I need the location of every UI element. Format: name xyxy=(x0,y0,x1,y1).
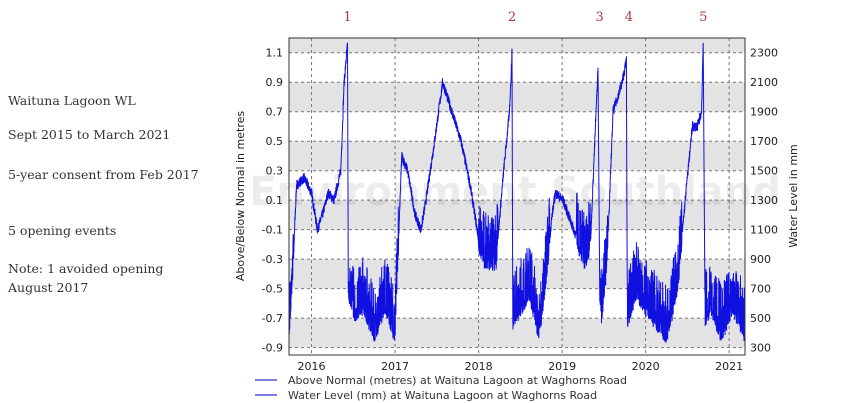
y-tick-label: 0.5 xyxy=(266,135,284,148)
y-tick-label: -0.5 xyxy=(262,283,283,296)
y-tick-label: 0.7 xyxy=(266,106,284,119)
gray-band xyxy=(289,82,745,112)
y-tick-label: 0.3 xyxy=(266,165,284,178)
y2-tick-label: 1100 xyxy=(750,224,778,237)
x-tick-label: 2019 xyxy=(548,360,576,373)
note-avoided-date: August 2017 xyxy=(8,280,89,295)
x-tick-label: 2018 xyxy=(465,360,493,373)
gray-band xyxy=(289,200,745,230)
x-tick-label: 2017 xyxy=(381,360,409,373)
y2-axis-label: Water Level in mm xyxy=(787,144,800,248)
event-marker-3: 3 xyxy=(596,10,604,25)
legend-label-above-normal: Above Normal (metres) at Waituna Lagoon … xyxy=(288,374,627,387)
y2-tick-label: 2100 xyxy=(750,76,778,89)
x-tick-label: 2020 xyxy=(632,360,660,373)
x-axis-ticks: 2016 2017 2018 2019 2020 2021 xyxy=(298,360,744,373)
note-period: Sept 2015 to March 2021 xyxy=(8,127,171,142)
y-tick-label: -0.7 xyxy=(262,312,283,325)
gray-band xyxy=(289,141,745,171)
event-marker-5: 5 xyxy=(699,10,707,25)
note-title: Waituna Lagoon WL xyxy=(8,93,136,108)
y-tick-label: -0.9 xyxy=(262,342,283,355)
y-axis-label: Above/Below Normal in metres xyxy=(234,111,247,281)
y2-tick-label: 700 xyxy=(750,283,771,296)
y-tick-label: 1.1 xyxy=(266,47,284,60)
x-tick-label: 2016 xyxy=(298,360,326,373)
y-tick-label: 0.1 xyxy=(266,194,284,207)
note-events: 5 opening events xyxy=(8,223,117,238)
plot-frame xyxy=(288,37,746,356)
event-markers: 1 2 3 4 5 xyxy=(343,10,707,25)
gray-band xyxy=(289,38,745,53)
y-tick-label: 0.9 xyxy=(266,76,284,89)
note-consent: 5-year consent from Feb 2017 xyxy=(8,167,199,182)
y2-tick-label: 300 xyxy=(750,342,771,355)
y2-tick-label: 900 xyxy=(750,253,771,266)
y2-tick-label: 1300 xyxy=(750,194,778,207)
y2-tick-label: 1500 xyxy=(750,165,778,178)
y-tick-label: -0.3 xyxy=(262,253,283,266)
y2-tick-label: 2300 xyxy=(750,47,778,60)
y-axis-ticks: -0.9 -0.7 -0.5 -0.3 -0.1 0.1 0.3 0.5 0.7 0.9 1.1 xyxy=(262,47,283,355)
gray-band xyxy=(289,318,745,348)
note-avoided: Note: 1 avoided opening xyxy=(8,261,164,276)
x-tick-label: 2021 xyxy=(715,360,743,373)
event-marker-4: 4 xyxy=(625,10,633,25)
y2-tick-label: 1700 xyxy=(750,135,778,148)
series-line-above-normal xyxy=(288,42,746,343)
legend-label-water-level: Water Level (mm) at Waituna Lagoon at Wa… xyxy=(288,389,597,402)
watermark: Environment Southland xyxy=(249,169,781,215)
y2-tick-label: 1900 xyxy=(750,106,778,119)
event-marker-1: 1 xyxy=(343,10,351,25)
y2-axis-ticks: 300 500 700 900 1100 1300 1500 1700 1900 2100 2300 xyxy=(750,47,778,355)
event-marker-2: 2 xyxy=(508,10,516,25)
y-tick-label: -0.1 xyxy=(262,224,283,237)
y2-tick-label: 500 xyxy=(750,312,771,325)
